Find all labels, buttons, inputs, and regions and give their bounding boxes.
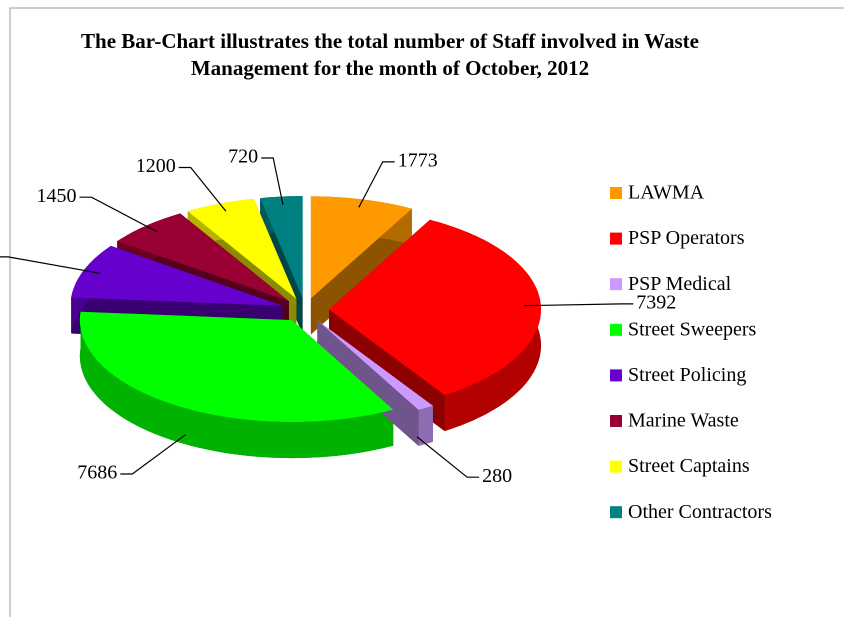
slice-side — [418, 405, 433, 446]
slice — [79, 311, 394, 423]
leader-line — [178, 166, 227, 212]
frame — [9, 7, 844, 617]
slice — [187, 198, 297, 299]
slice-side — [317, 320, 419, 446]
slice — [260, 196, 303, 299]
slice — [117, 213, 289, 302]
chart-title: The Bar-Chart illustrates the total numb… — [81, 29, 699, 80]
legend-label: LAWMA — [628, 182, 705, 204]
slice-side — [310, 208, 412, 335]
slice — [317, 320, 433, 410]
data-label: 1773 — [398, 150, 438, 172]
legend-swatch — [610, 278, 622, 291]
leader-line — [79, 196, 158, 233]
legend-label: PSP Operators — [628, 227, 745, 249]
legend-label: Marine Waste — [628, 410, 739, 432]
leader-line — [523, 303, 634, 307]
legend-swatch — [610, 369, 622, 382]
data-label: 7392 — [636, 291, 676, 313]
legend-swatch — [610, 506, 622, 519]
leader-line — [120, 434, 186, 475]
legend-swatch — [610, 415, 622, 427]
leader-line — [358, 161, 395, 208]
legend-label: Street Captains — [628, 455, 750, 477]
legend-label: Street Policing — [628, 364, 746, 386]
data-label: 1450 — [36, 185, 76, 207]
slice — [310, 196, 412, 299]
legend-label: Street Sweepers — [628, 318, 757, 340]
legend-label: PSP Medical — [628, 273, 732, 295]
legend-swatch — [610, 460, 622, 473]
legend-label: Other Contractors — [628, 501, 772, 523]
leader-line — [0, 256, 100, 274]
slice — [71, 245, 283, 306]
data-label: 7686 — [77, 462, 117, 484]
leader-line — [416, 436, 480, 478]
data-label: 1200 — [136, 155, 176, 177]
data-label: 720 — [228, 146, 258, 168]
slice — [329, 219, 541, 395]
data-label: 280 — [482, 465, 512, 487]
leader-line — [261, 157, 284, 205]
slice-side — [79, 311, 394, 459]
legend-swatch — [610, 187, 622, 199]
legend-swatch — [610, 323, 622, 336]
legend-swatch — [610, 232, 622, 245]
